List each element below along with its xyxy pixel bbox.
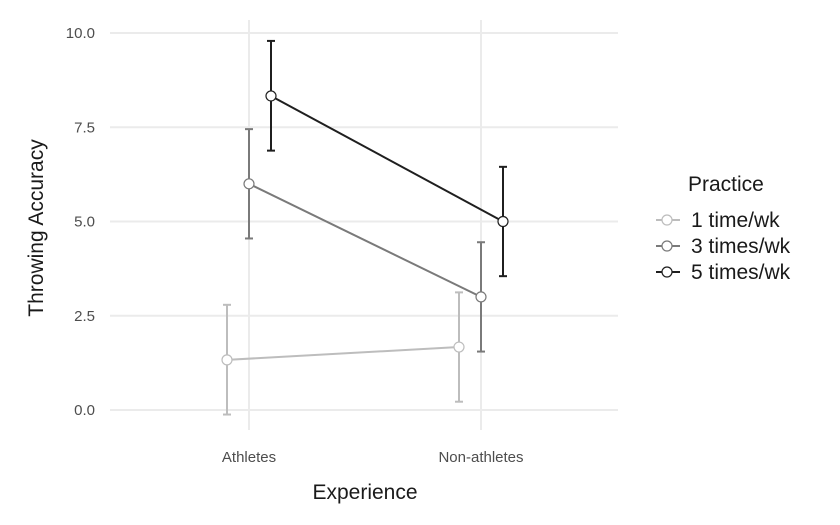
legend-title: Practice xyxy=(688,173,764,196)
y-tick-label: 7.5 xyxy=(74,119,95,136)
y-tick-label: 5.0 xyxy=(74,214,95,231)
series-line xyxy=(248,182,482,298)
y-tick-labels: 0.0 2.5 5.0 7.5 10.0 xyxy=(66,25,95,419)
y-tick-label: 0.0 xyxy=(74,402,95,419)
legend-key-point xyxy=(661,266,673,278)
data-point xyxy=(497,215,509,228)
x-axis-title: Experience xyxy=(312,481,417,504)
legend: Practice 1 time/wk 3 times/wk 5 times/wk xyxy=(656,173,791,284)
series-line xyxy=(270,95,504,223)
data-point xyxy=(265,90,277,102)
x-tick-label: Athletes xyxy=(222,449,276,466)
y-tick-label: 10.0 xyxy=(66,25,95,42)
data-point xyxy=(221,354,233,366)
grid-layer xyxy=(110,20,618,430)
legend-item: 5 times/wk xyxy=(656,261,791,284)
series-layer xyxy=(221,39,509,416)
legend-item: 3 times/wk xyxy=(656,235,791,258)
legend-item: 1 time/wk xyxy=(656,209,780,232)
series-3 xyxy=(265,39,509,278)
x-tick-labels: Athletes Non-athletes xyxy=(222,449,524,466)
data-point xyxy=(453,341,465,353)
legend-items: 1 time/wk 3 times/wk 5 times/wk xyxy=(656,209,791,284)
x-tick-label: Non-athletes xyxy=(438,449,523,466)
series-2 xyxy=(243,128,487,353)
y-tick-label: 2.5 xyxy=(74,308,95,325)
y-axis-title: Throwing Accuracy xyxy=(25,139,48,317)
legend-label: 5 times/wk xyxy=(691,261,791,284)
series-line xyxy=(226,346,460,361)
legend-key-point xyxy=(661,240,673,252)
legend-label: 1 time/wk xyxy=(691,209,780,232)
data-point xyxy=(475,291,487,303)
legend-label: 3 times/wk xyxy=(691,235,791,258)
data-point xyxy=(243,178,255,190)
series-1 xyxy=(221,291,465,416)
legend-key-point xyxy=(661,214,673,226)
